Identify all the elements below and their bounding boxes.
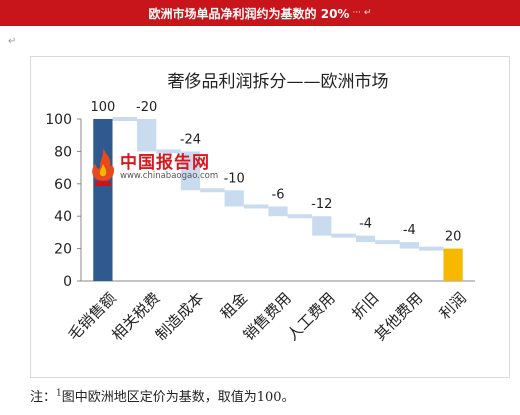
y-tick-label-20: 20 [54,242,72,258]
banner-tail: ··· ↵ [352,8,372,18]
chart-note: 注：1图中欧洲地区定价为基数，取值为100。 [30,386,295,405]
chart-title: 奢侈品利润拆分——欧洲市场 [168,72,389,92]
note-text: 图中欧洲地区定价为基数，取值为100。 [61,390,295,405]
note-prefix: 注： [30,390,57,405]
x-tick-label-折旧: 折旧 [348,289,382,323]
x-tick-label-利润: 利润 [436,289,470,323]
data-label-相关税费: -20 [136,100,157,115]
data-label-毛销售额: 100 [90,100,115,115]
watermark: 中国报告网 www.chinabaogao.com [88,146,278,190]
data-label-利润: 20 [445,230,462,245]
y-tick-label-60: 60 [54,177,72,193]
bar-毛销售额 [93,119,113,281]
watermark-name: 中国报告网 [120,153,210,173]
x-tick-label-其他费用: 其他费用 [371,289,426,344]
watermark-url: www.chinabaogao.com [120,171,219,181]
bar-租金 [224,190,244,207]
banner: 欧洲市场单品净利润约为基数的 20% ··· ↵ [0,0,520,26]
waterfall-chart: 奢侈品利润拆分——欧洲市场020406080100100毛销售额-20相关税费-… [45,72,475,344]
banner-title: 欧洲市场单品净利润约为基数的 20% [148,6,350,21]
bar-销售费用 [268,206,288,217]
y-tick-label-40: 40 [54,209,72,225]
paragraph-mark: ↵ [8,36,17,47]
y-tick-label-0: 0 [63,274,72,290]
watermark-logo-icon [92,148,115,186]
data-label-销售费用: -6 [272,187,285,202]
bar-折旧 [355,235,376,243]
bar-相关税费 [137,119,157,152]
bar-人工费用 [312,216,332,236]
chart-frame: 奢侈品利润拆分——欧洲市场 0 20 40 60 80 100 100 毛销售额 -20 相关税费 -… [30,56,510,378]
y-tick-label-100: 100 [45,112,72,128]
note-sup: 1 [56,388,62,399]
y-tick-label-80: 80 [54,144,72,160]
data-label-其他费用: -4 [403,223,416,238]
x-tick-label-人工费用: 人工费用 [283,289,338,344]
bar-制造成本 [180,151,201,191]
data-label-人工费用: -12 [311,197,332,212]
x-tick-label-制造成本: 制造成本 [152,289,207,344]
x-tick-label-租金: 租金 [217,289,251,323]
data-label-制造成本: -24 [180,132,201,147]
data-label-租金: -10 [224,171,245,186]
bar-利润 [443,248,463,281]
bar-其他费用 [399,242,419,249]
data-label-折旧: -4 [359,217,372,232]
